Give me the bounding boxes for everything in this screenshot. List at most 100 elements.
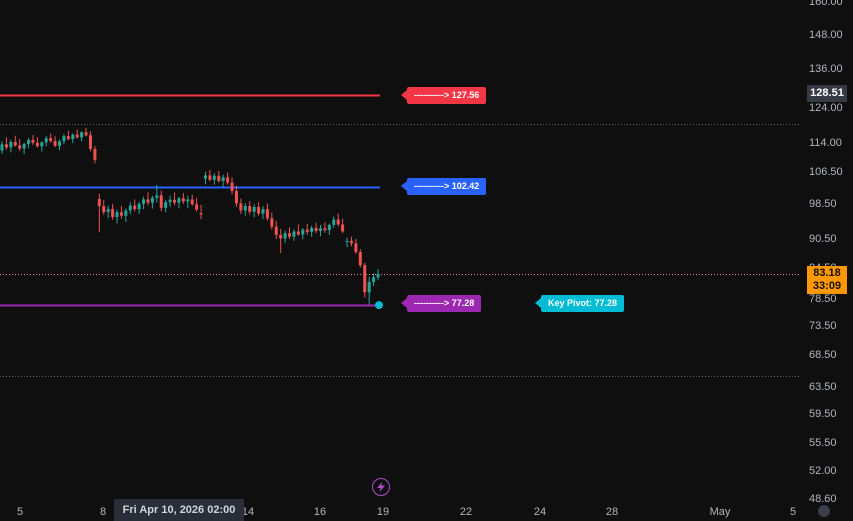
candle-body [18, 145, 22, 149]
candle-body [226, 177, 230, 183]
level-label-77[interactable]: ----------> 77.28 [400, 295, 482, 312]
x-tick-label: 19 [377, 506, 389, 518]
candle-body [190, 199, 194, 205]
gear-icon[interactable] [818, 505, 830, 517]
y-tick-label: 63.50 [809, 381, 837, 393]
candle-body [314, 227, 318, 231]
y-tick-label: 48.60 [809, 493, 837, 505]
candle-body [75, 134, 79, 138]
candle-body [173, 199, 177, 203]
candle-body [199, 213, 203, 215]
candle-body [279, 234, 283, 239]
candle-body [66, 136, 70, 140]
candle-body [195, 204, 199, 210]
candle-body [35, 142, 39, 147]
candle-body [93, 148, 97, 160]
candle-body [177, 198, 181, 203]
candle-body [106, 209, 110, 213]
candle-body [124, 210, 128, 216]
x-tick-label: 24 [534, 506, 546, 518]
candle-body [252, 206, 256, 212]
candle-body [358, 252, 362, 266]
candle-body [142, 199, 146, 204]
candle-body [345, 240, 349, 242]
candle-body [119, 212, 123, 216]
lightning-icon[interactable] [372, 478, 390, 496]
level-label-102[interactable]: ----------> 102.42 [400, 178, 487, 195]
candle-body [257, 206, 261, 214]
horizontal-levels [0, 94, 799, 377]
candle-body [376, 273, 380, 278]
candle-body [265, 209, 269, 219]
candle-body [336, 219, 340, 225]
y-tick-label: 148.00 [809, 29, 843, 41]
candle-body [363, 265, 367, 293]
y-tick-label: 160.00 [809, 0, 843, 8]
candle-body [283, 233, 287, 239]
candle-body [31, 139, 35, 143]
candle-body [243, 206, 247, 211]
candle-body [80, 132, 84, 138]
y-tick-label: 78.50 [809, 293, 837, 305]
candle-body [44, 138, 48, 143]
candle-body [22, 143, 26, 149]
candle-body [146, 199, 150, 203]
candle-body [155, 195, 159, 198]
candle-body [323, 228, 327, 231]
candle-body [97, 199, 101, 207]
candle-body [9, 142, 13, 148]
candle-body [111, 209, 115, 217]
candle-body [4, 144, 8, 148]
candle-body [217, 175, 221, 181]
candle-body [234, 191, 238, 204]
candle-body [261, 209, 265, 214]
y-tick-label: 68.50 [809, 349, 837, 361]
candle-body [296, 231, 300, 235]
candle-body [49, 138, 53, 141]
candle-body [332, 219, 336, 225]
candle-body [212, 175, 216, 180]
candle-body [71, 134, 75, 140]
level-label-127[interactable]: ----------> 127.56 [400, 87, 487, 104]
candle-body [40, 142, 44, 147]
pivot-marker [375, 301, 383, 310]
crosshair-date-label: Fri Apr 10, 2026 02:00 [114, 499, 244, 521]
candle-body [318, 228, 322, 231]
candle-body [367, 281, 371, 293]
candle-body [62, 136, 66, 142]
candle-body [137, 203, 141, 210]
candle-body [84, 132, 88, 136]
x-tick-label: May [710, 506, 731, 518]
candle-body [292, 231, 296, 237]
candle-body [248, 206, 252, 212]
candle-body [349, 240, 353, 244]
candle-body [53, 140, 57, 146]
candle-body [221, 177, 225, 181]
candle-body [102, 206, 106, 213]
candle-body [354, 243, 358, 253]
candle-body [327, 224, 331, 231]
x-tick-label: 14 [242, 506, 254, 518]
candle-body [115, 212, 119, 217]
candle-body [181, 198, 185, 202]
price-tag-128: 128.51 [807, 85, 847, 102]
candle-body [168, 199, 172, 203]
y-tick-label: 106.50 [809, 166, 843, 178]
y-tick-label: 98.50 [809, 198, 837, 210]
candle-body [13, 142, 17, 146]
key-pivot-label[interactable]: Key Pivot: 77.28 [534, 295, 625, 312]
candle-body [230, 182, 234, 191]
x-tick-label: 28 [606, 506, 618, 518]
candle-body [150, 197, 154, 203]
candle-body [58, 141, 62, 146]
candle-body [239, 203, 243, 211]
candle-body [88, 135, 92, 149]
candle-body [128, 205, 132, 211]
y-tick-label: 59.50 [809, 408, 837, 420]
y-tick-label: 124.00 [809, 102, 843, 114]
candle-body [208, 175, 212, 180]
candle-body [288, 233, 292, 237]
candle-body [159, 195, 163, 208]
